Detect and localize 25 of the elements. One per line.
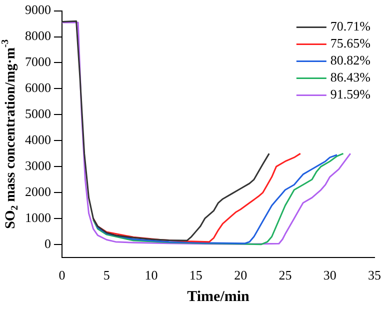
y-tick-label: 8000 [25, 28, 51, 44]
y-tick-label: 3000 [25, 158, 51, 173]
x-tick-label: 25 [278, 268, 292, 283]
legend-label: 86.43% [330, 70, 371, 85]
x-tick-label: 30 [323, 268, 336, 283]
legend-label: 91.59% [330, 86, 371, 102]
x-tick-label: 5 [103, 268, 110, 283]
legend-label: 75.65% [330, 36, 371, 51]
y-tick-label: 7000 [25, 54, 51, 70]
x-tick-label: 10 [144, 268, 158, 283]
y-tick-label: 9000 [25, 2, 51, 18]
y-tick-label: 6000 [25, 80, 51, 96]
x-axis-title: Time/min [187, 288, 250, 305]
legend-label: 80.82% [330, 52, 371, 68]
x-tick-label: 35 [368, 268, 381, 283]
y-tick-label: 1000 [25, 210, 51, 225]
y-tick-label: 0 [44, 236, 51, 251]
y-axis-title: SO2 mass concentration/mg·m-3 [0, 39, 21, 229]
y-tick-label: 2000 [25, 184, 51, 199]
legend-label: 70.71% [330, 18, 371, 34]
y-tick-label: 5000 [25, 106, 51, 122]
x-tick-label: 20 [234, 268, 248, 283]
x-tick-label: 0 [58, 268, 66, 283]
x-tick-label: 15 [189, 268, 202, 283]
y-tick-label: 4000 [25, 132, 51, 148]
